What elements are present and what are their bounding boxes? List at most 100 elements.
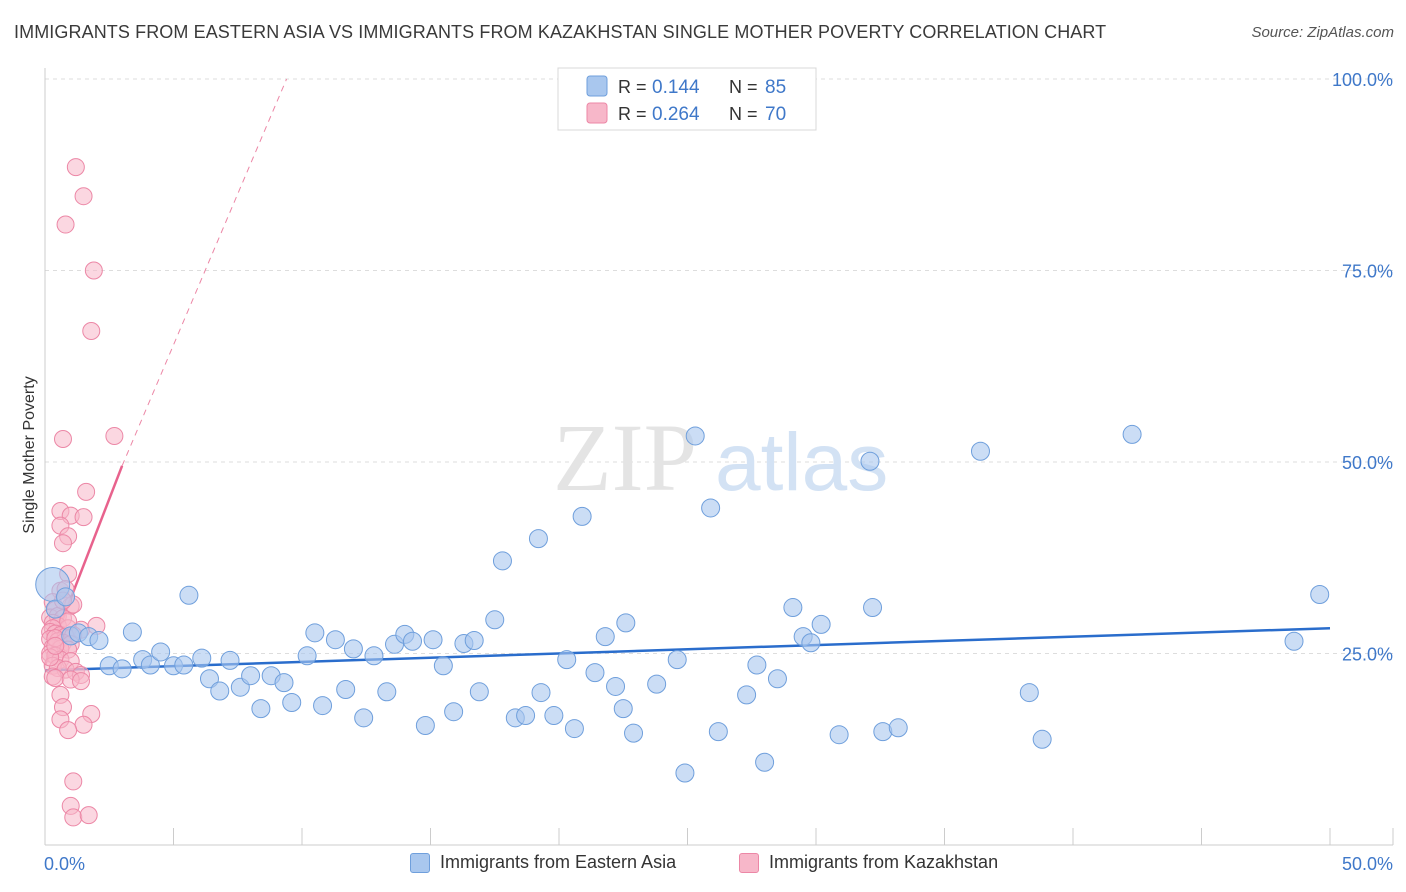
- point-eastern-asia-67: [737, 685, 757, 705]
- point-eastern-asia-29: [325, 630, 345, 650]
- point-eastern-asia-43: [464, 630, 484, 650]
- bottom-legend-eastern-asia[interactable]: Immigrants from Eastern Asia: [410, 852, 676, 873]
- point-eastern-asia-58: [616, 613, 636, 633]
- point-kazakhstan-3: [84, 261, 103, 280]
- point-eastern-asia-76: [860, 451, 880, 471]
- point-eastern-asia-69: [755, 752, 775, 772]
- point-eastern-asia-71: [783, 598, 803, 618]
- point-eastern-asia-83: [1122, 424, 1142, 444]
- point-eastern-asia-37: [403, 631, 423, 651]
- y-tick-label-75: 75.0%: [1342, 262, 1393, 282]
- bottom-legend-label-kazakhstan: Immigrants from Kazakhstan: [769, 852, 999, 872]
- y-tick-label-50: 50.0%: [1342, 453, 1393, 473]
- point-kazakhstan-10: [74, 508, 93, 527]
- point-eastern-asia-22: [251, 699, 271, 719]
- point-eastern-asia-31: [343, 639, 363, 659]
- point-eastern-asia-85: [1284, 631, 1304, 651]
- point-eastern-asia-68: [747, 655, 767, 675]
- point-kazakhstan-0: [66, 158, 85, 177]
- point-eastern-asia-19: [220, 650, 240, 670]
- point-eastern-asia-24: [274, 673, 294, 693]
- point-kazakhstan-60: [59, 721, 78, 740]
- point-eastern-asia-56: [595, 627, 615, 647]
- point-eastern-asia-14: [174, 655, 194, 675]
- watermark-atlas: atlas: [715, 417, 888, 508]
- point-kazakhstan-6: [53, 430, 72, 449]
- point-kazakhstan-61: [64, 772, 83, 791]
- source-credit: Source: ZipAtlas.com: [1251, 24, 1394, 41]
- point-kazakhstan-69: [46, 636, 65, 655]
- legend-r-label-1: R =: [618, 77, 652, 97]
- point-eastern-asia-32: [354, 708, 374, 728]
- watermark-zip: ZIP: [553, 404, 697, 511]
- point-eastern-asia-77: [863, 598, 883, 618]
- point-eastern-asia-2: [56, 587, 76, 607]
- bottom-legend-kazakhstan[interactable]: Immigrants from Kazakhstan: [739, 852, 998, 873]
- point-eastern-asia-63: [675, 763, 695, 783]
- point-eastern-asia-16: [192, 648, 212, 668]
- point-eastern-asia-34: [377, 682, 397, 702]
- point-eastern-asia-44: [469, 682, 489, 702]
- point-eastern-asia-81: [1019, 683, 1039, 703]
- legend-n-label-1: N =: [729, 77, 763, 97]
- legend-r-label-2: R =: [618, 104, 652, 124]
- point-eastern-asia-82: [1032, 729, 1052, 749]
- point-eastern-asia-41: [444, 702, 464, 722]
- series-eastern-asia-points: [35, 424, 1330, 783]
- point-eastern-asia-51: [544, 706, 564, 726]
- point-kazakhstan-64: [79, 806, 98, 825]
- point-eastern-asia-50: [528, 529, 548, 549]
- watermark: ZIP atlas: [553, 404, 888, 511]
- point-eastern-asia-66: [708, 722, 728, 742]
- point-kazakhstan-4: [82, 322, 101, 341]
- point-eastern-asia-11: [140, 655, 160, 675]
- point-eastern-asia-6: [89, 630, 109, 650]
- point-eastern-asia-73: [801, 633, 821, 653]
- swatch-eastern-asia: [410, 852, 430, 873]
- point-eastern-asia-61: [647, 674, 667, 694]
- trend-lines: [43, 78, 1331, 672]
- legend-r-value-2: 0.264: [652, 104, 700, 125]
- point-eastern-asia-75: [829, 725, 849, 745]
- point-eastern-asia-33: [364, 646, 384, 666]
- gridlines: [45, 78, 1395, 654]
- bottom-legend: Immigrants from Eastern Asia Immigrants …: [0, 852, 1406, 878]
- point-kazakhstan-59: [74, 715, 93, 734]
- trend-line-eastern-asia: [44, 626, 1331, 672]
- point-eastern-asia-28: [313, 696, 333, 716]
- point-eastern-asia-60: [624, 723, 644, 743]
- point-eastern-asia-26: [297, 646, 317, 666]
- point-eastern-asia-79: [888, 718, 908, 738]
- tick-labels: 25.0% 50.0% 75.0% 100.0% 0.0% 50.0%: [44, 70, 1393, 874]
- legend-swatch-kazakhstan: [586, 102, 608, 124]
- point-eastern-asia-9: [122, 622, 142, 642]
- point-eastern-asia-1: [45, 599, 65, 619]
- point-eastern-asia-52: [557, 650, 577, 670]
- point-kazakhstan-52: [46, 669, 65, 688]
- point-eastern-asia-70: [767, 669, 787, 689]
- point-eastern-asia-27: [305, 623, 325, 643]
- point-kazakhstan-5: [105, 426, 124, 445]
- point-eastern-asia-53: [564, 719, 584, 739]
- point-eastern-asia-17: [199, 669, 219, 689]
- trend-line-kazakhstan-extension: [121, 78, 288, 467]
- point-eastern-asia-74: [811, 614, 831, 634]
- point-eastern-asia-40: [433, 656, 453, 676]
- x-tick-label-max: 50.0%: [1342, 854, 1393, 874]
- point-eastern-asia-39: [423, 630, 443, 650]
- legend-swatch-eastern-asia: [586, 75, 608, 97]
- point-eastern-asia-48: [516, 706, 536, 726]
- point-eastern-asia-12: [151, 642, 171, 662]
- point-eastern-asia-54: [572, 506, 592, 526]
- point-eastern-asia-64: [685, 426, 705, 446]
- point-eastern-asia-59: [613, 699, 633, 719]
- swatch-kazakhstan: [739, 852, 759, 873]
- y-axis-title: Single Mother Poverty: [21, 376, 38, 533]
- y-tick-label-100: 100.0%: [1332, 70, 1393, 90]
- point-kazakhstan-13: [53, 534, 72, 553]
- legend-n-value-2: 70: [765, 104, 786, 125]
- point-eastern-asia-18: [210, 681, 230, 701]
- point-kazakhstan-54: [71, 672, 90, 691]
- legend-n-value-1: 85: [765, 77, 786, 98]
